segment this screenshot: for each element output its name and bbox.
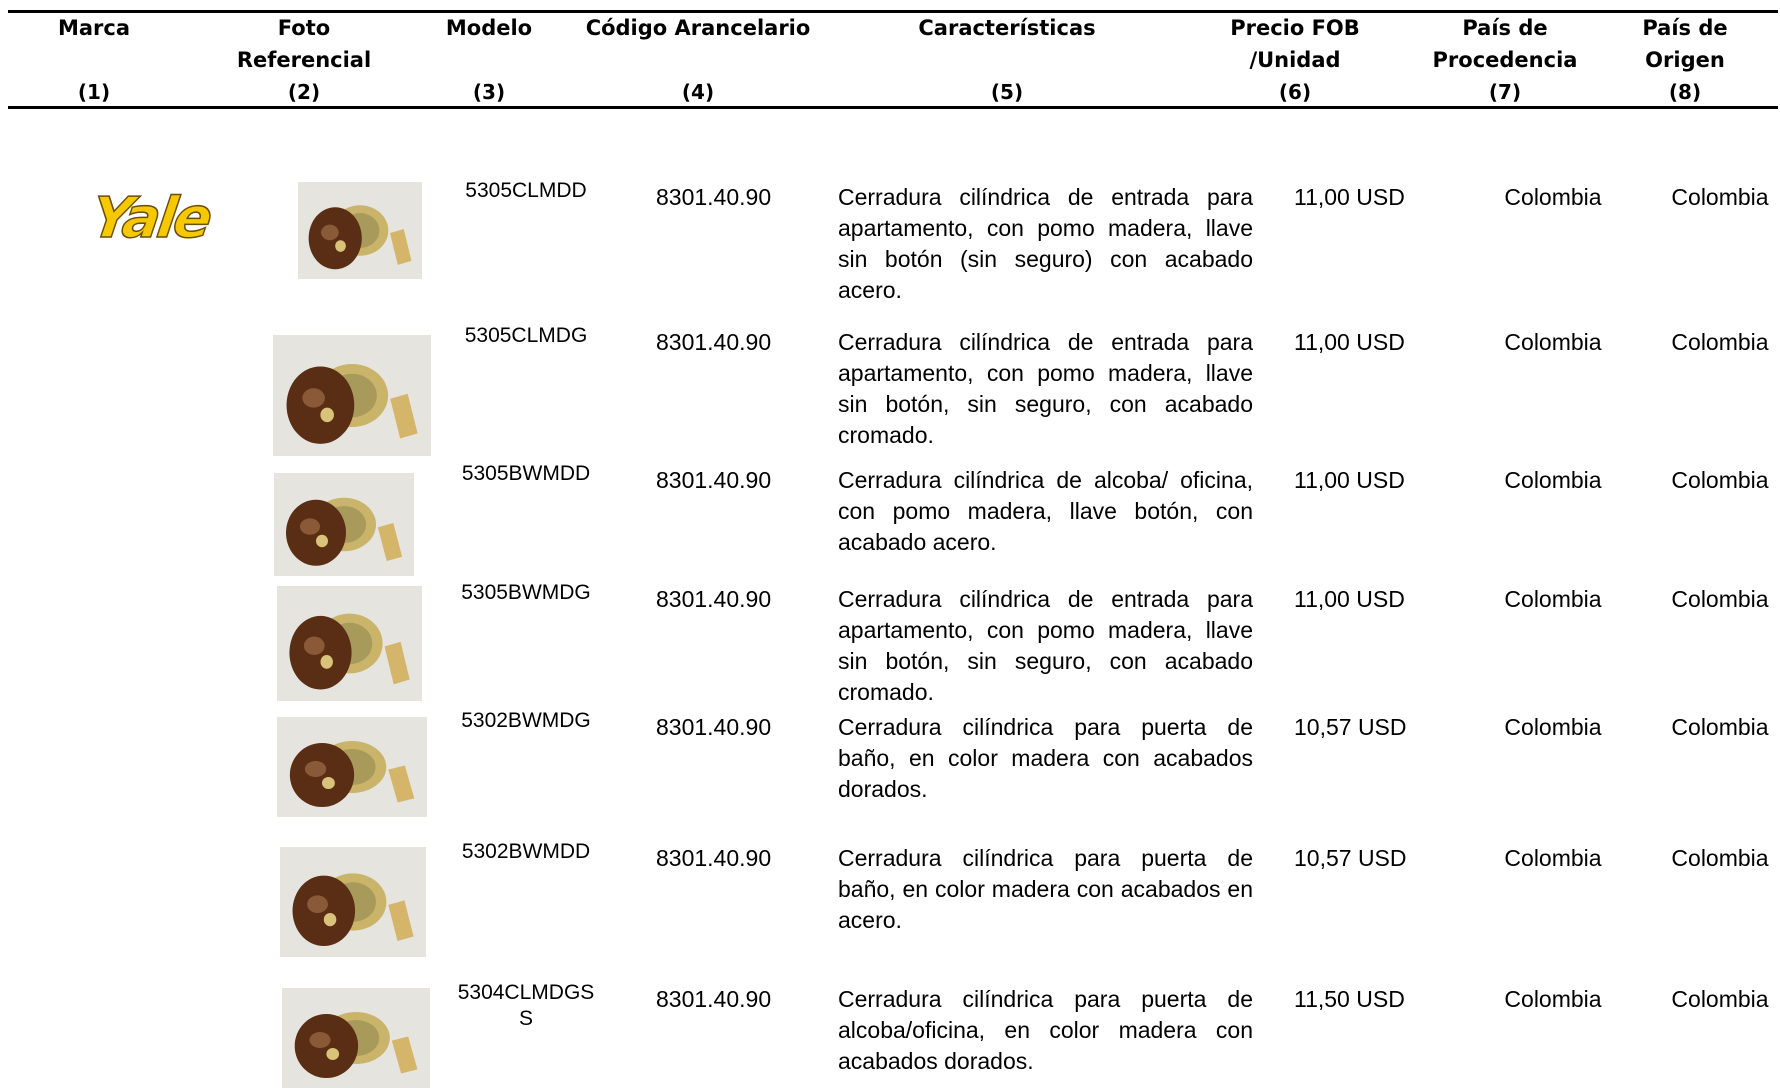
description: Cerradura cilíndrica para puerta de baño… xyxy=(838,714,1253,802)
description: Cerradura cilíndrica de entrada para apa… xyxy=(838,586,1253,705)
fob-price: 11,00 USD xyxy=(1294,586,1405,612)
column-number: (3) xyxy=(472,80,506,104)
column-title: País de Procedencia xyxy=(1432,16,1578,72)
column-number: (1) xyxy=(77,80,111,104)
fob-price: 10,57 USD xyxy=(1294,714,1407,740)
tariff-code: 8301.40.90 xyxy=(656,986,772,1012)
description: Cerradura cilíndrica de alcoba/ oficina,… xyxy=(838,467,1253,555)
fob-price: 11,00 USD xyxy=(1294,184,1405,210)
origin-country-from: Colombia xyxy=(1504,329,1602,355)
product-photo xyxy=(273,335,431,456)
column-number: (8) xyxy=(1668,80,1702,104)
description: Cerradura cilíndrica de entrada para apa… xyxy=(838,184,1253,303)
fob-price: 11,50 USD xyxy=(1294,986,1405,1012)
column-number: (7) xyxy=(1488,80,1522,104)
product-photo xyxy=(280,847,426,957)
fob-price: 11,00 USD xyxy=(1294,329,1405,355)
fob-price: 10,57 USD xyxy=(1294,845,1407,871)
product-photo xyxy=(277,586,422,701)
origin-country-from: Colombia xyxy=(1504,586,1602,612)
model: 5304CLMDGSS xyxy=(457,981,595,1030)
origin-country: Colombia xyxy=(1671,714,1769,740)
origin-country-from: Colombia xyxy=(1504,714,1602,740)
origin-country-from: Colombia xyxy=(1504,986,1602,1012)
model: 5305CLMDG xyxy=(464,324,588,347)
model: 5302BWMDD xyxy=(461,840,591,863)
model: 5302BWMDG xyxy=(461,709,591,732)
column-number: (4) xyxy=(681,80,715,104)
tariff-code: 8301.40.90 xyxy=(656,467,772,493)
column-title: Código Arancelario xyxy=(585,16,811,40)
model: 5305CLMDD xyxy=(465,179,587,202)
origin-country-from: Colombia xyxy=(1504,184,1602,210)
header-top-rule xyxy=(8,10,1778,13)
column-title: Precio FOB /Unidad xyxy=(1230,16,1360,72)
description: Cerradura cilíndrica para puerta de alco… xyxy=(838,986,1253,1074)
column-title: Foto Referencial xyxy=(236,16,372,72)
description: Cerradura cilíndrica de entrada para apa… xyxy=(838,329,1253,448)
origin-country-from: Colombia xyxy=(1504,845,1602,871)
origin-country: Colombia xyxy=(1671,586,1769,612)
description: Cerradura cilíndrica para puerta de baño… xyxy=(838,845,1253,933)
column-title: Características xyxy=(918,16,1096,40)
origin-country: Colombia xyxy=(1671,467,1769,493)
header-bottom-rule xyxy=(8,106,1778,109)
origin-country: Colombia xyxy=(1671,986,1769,1012)
origin-country-from: Colombia xyxy=(1504,467,1602,493)
product-photo xyxy=(277,717,427,817)
origin-country: Colombia xyxy=(1671,329,1769,355)
tariff-code: 8301.40.90 xyxy=(656,329,772,355)
product-photo xyxy=(282,988,430,1088)
origin-country: Colombia xyxy=(1671,845,1769,871)
product-photo xyxy=(298,182,422,279)
model: 5305BWMDD xyxy=(461,462,591,485)
column-title: País de Origen xyxy=(1642,16,1728,72)
column-title: Marca xyxy=(57,16,131,40)
model: 5305BWMDG xyxy=(461,581,591,604)
tariff-code: 8301.40.90 xyxy=(656,586,772,612)
brand-logo: Yale xyxy=(87,185,215,252)
column-number: (6) xyxy=(1278,80,1312,104)
fob-price: 11,00 USD xyxy=(1294,467,1405,493)
tariff-code: 8301.40.90 xyxy=(656,845,772,871)
tariff-code: 8301.40.90 xyxy=(656,184,772,210)
column-number: (5) xyxy=(990,80,1024,104)
tariff-code: 8301.40.90 xyxy=(656,714,772,740)
origin-country: Colombia xyxy=(1671,184,1769,210)
product-photo xyxy=(274,473,414,576)
column-number: (2) xyxy=(287,80,321,104)
column-title: Modelo xyxy=(445,16,533,40)
